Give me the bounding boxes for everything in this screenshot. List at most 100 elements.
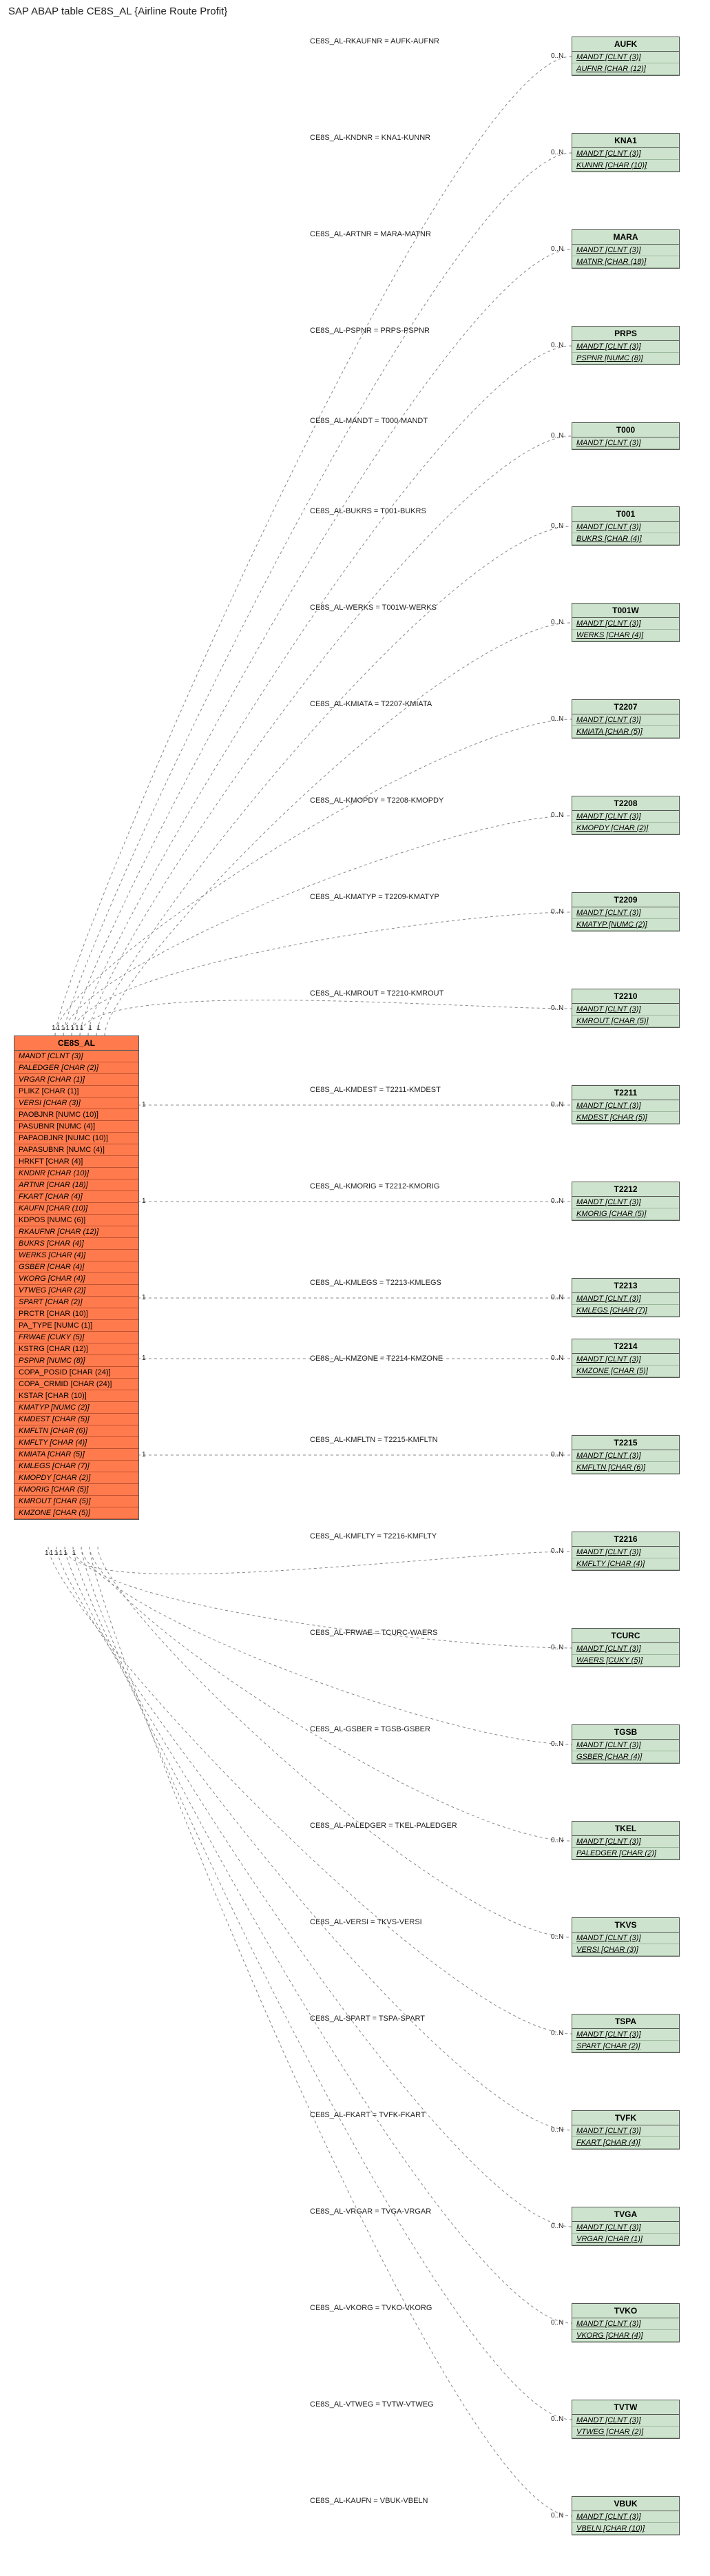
edge-label: CE8S_AL-VTWEG = TVTW-VTWEG — [310, 2400, 434, 2409]
left-cardinality-label: 1 — [142, 1354, 146, 1362]
main-table-row: KMFLTY [CHAR (4)] — [14, 1437, 138, 1449]
ref-table-row: KUNNR [CHAR (10)] — [572, 160, 679, 172]
edge-label: CE8S_AL-SPART = TSPA-SPART — [310, 2015, 425, 2023]
main-table-row: KMLEGS [CHAR (7)] — [14, 1461, 138, 1472]
edge-label: CE8S_AL-KNDNR = KNA1-KUNNR — [310, 134, 430, 142]
edge-label: CE8S_AL-VRGAR = TVGA-VRGAR — [310, 2207, 431, 2216]
main-table-row: FKART [CHAR (4)] — [14, 1191, 138, 1203]
ref-table: MARAMANDT [CLNT (3)]MATNR [CHAR (18)] — [572, 229, 680, 269]
ref-table-row: MANDT [CLNT (3)] — [572, 1836, 679, 1848]
ref-table-header: TCURC — [572, 1629, 679, 1643]
ref-table-header: TKVS — [572, 1918, 679, 1933]
main-table-row: KMATYP [NUMC (2)] — [14, 1402, 138, 1414]
ref-table-header: MARA — [572, 230, 679, 245]
ref-table-header: T2209 — [572, 893, 679, 907]
main-table-row: RKAUFNR [CHAR (12)] — [14, 1226, 138, 1238]
ref-table-header: TKEL — [572, 1822, 679, 1836]
ref-table-row: MANDT [CLNT (3)] — [572, 437, 679, 449]
ref-table-row: BUKRS [CHAR (4)] — [572, 533, 679, 545]
ref-table-row: MANDT [CLNT (3)] — [572, 811, 679, 823]
main-table-row: KMZONE [CHAR (5)] — [14, 1507, 138, 1519]
cardinality-label: 0..N — [551, 52, 563, 60]
ref-table: T2216MANDT [CLNT (3)]KMFLTY [CHAR (4)] — [572, 1532, 680, 1571]
cardinality-label: 0..N — [551, 2319, 563, 2327]
cardinality-label: 0..N — [551, 619, 563, 626]
ref-table: TKELMANDT [CLNT (3)]PALEDGER [CHAR (2)] — [572, 1821, 680, 1860]
main-table-row: KMDEST [CHAR (5)] — [14, 1414, 138, 1425]
ref-table-row: MANDT [CLNT (3)] — [572, 1293, 679, 1305]
ref-table-row: MANDT [CLNT (3)] — [572, 341, 679, 353]
edge-label: CE8S_AL-KMIATA = T2207-KMIATA — [310, 700, 432, 708]
main-table-row: KDPOS [NUMC (6)] — [14, 1215, 138, 1226]
ref-table-row: MANDT [CLNT (3)] — [572, 1100, 679, 1112]
ref-table-row: MANDT [CLNT (3)] — [572, 1197, 679, 1208]
ref-table-row: WERKS [CHAR (4)] — [572, 630, 679, 641]
diagram-canvas: CE8S_ALMANDT [CLNT (3)]PALEDGER [CHAR (2… — [0, 23, 710, 2564]
ref-table: TVFKMANDT [CLNT (3)]FKART [CHAR (4)] — [572, 2110, 680, 2150]
ref-table: T2207MANDT [CLNT (3)]KMIATA [CHAR (5)] — [572, 699, 680, 739]
ref-table: T2211MANDT [CLNT (3)]KMDEST [CHAR (5)] — [572, 1085, 680, 1124]
cardinality-label: 0..N — [551, 1101, 563, 1109]
ref-table-header: TSPA — [572, 2015, 679, 2029]
main-table-row: PAPASUBNR [NUMC (4)] — [14, 1144, 138, 1156]
ref-table-row: MANDT [CLNT (3)] — [572, 1547, 679, 1558]
ref-table-row: VBELN [CHAR (10)] — [572, 2523, 679, 2535]
ref-table-header: TVFK — [572, 2111, 679, 2125]
ref-table-row: MANDT [CLNT (3)] — [572, 2318, 679, 2330]
main-table-row: KAUFN [CHAR (10)] — [14, 1203, 138, 1215]
ref-table-row: GSBER [CHAR (4)] — [572, 1751, 679, 1763]
ref-table-row: VKORG [CHAR (4)] — [572, 2330, 679, 2342]
ref-table: TGSBMANDT [CLNT (3)]GSBER [CHAR (4)] — [572, 1724, 680, 1764]
main-table-row: ARTNR [CHAR (18)] — [14, 1179, 138, 1191]
ref-table-header: T2215 — [572, 1436, 679, 1450]
ref-table: T2213MANDT [CLNT (3)]KMLEGS [CHAR (7)] — [572, 1278, 680, 1317]
cardinality-label: 0..N — [551, 812, 563, 819]
edge-label: CE8S_AL-KMFLTY = T2216-KMFLTY — [310, 1532, 437, 1541]
main-table-row: SPART [CHAR (2)] — [14, 1297, 138, 1308]
ref-table: TVTWMANDT [CLNT (3)]VTWEG [CHAR (2)] — [572, 2400, 680, 2439]
ref-table-row: KMIATA [CHAR (5)] — [572, 726, 679, 738]
edge-label: CE8S_AL-KMROUT = T2210-KMROUT — [310, 989, 443, 998]
main-table-row: WERKS [CHAR (4)] — [14, 1250, 138, 1261]
ref-table-row: KMFLTY [CHAR (4)] — [572, 1558, 679, 1570]
ref-table-row: MANDT [CLNT (3)] — [572, 2029, 679, 2041]
ref-table-row: MANDT [CLNT (3)] — [572, 1643, 679, 1655]
edge-label: CE8S_AL-KMZONE = T2214-KMZONE — [310, 1354, 443, 1363]
cardinality-label: 0..N — [551, 149, 563, 156]
ref-table-row: AUFNR [CHAR (12)] — [572, 63, 679, 75]
ref-table: TVKOMANDT [CLNT (3)]VKORG [CHAR (4)] — [572, 2303, 680, 2342]
ref-table: T2209MANDT [CLNT (3)]KMATYP [NUMC (2)] — [572, 892, 680, 931]
main-table-row: KMFLTN [CHAR (6)] — [14, 1425, 138, 1437]
cardinality-label: 0..N — [551, 2126, 563, 2134]
ref-table-row: WAERS [CUKY (5)] — [572, 1655, 679, 1667]
ref-table-header: T2208 — [572, 796, 679, 811]
edge-label: CE8S_AL-PALEDGER = TKEL-PALEDGER — [310, 1822, 457, 1830]
edge-label: CE8S_AL-KMATYP = T2209-KMATYP — [310, 893, 439, 901]
edge-label: CE8S_AL-KMORIG = T2212-KMORIG — [310, 1182, 439, 1191]
cardinality-label: 0..N — [551, 432, 563, 440]
ref-table-row: KMZONE [CHAR (5)] — [572, 1366, 679, 1377]
main-table-row: PLIKZ [CHAR (1)] — [14, 1086, 138, 1098]
main-table-row: PSPNR [NUMC (8)] — [14, 1355, 138, 1367]
left-cardinality-label: 1 — [142, 1101, 146, 1109]
main-table-row: MANDT [CLNT (3)] — [14, 1051, 138, 1062]
ref-table-header: VBUK — [572, 2497, 679, 2511]
main-table-row: KSTAR [CHAR (10)] — [14, 1390, 138, 1402]
ref-table-row: MANDT [CLNT (3)] — [572, 148, 679, 160]
main-table-row: PA_TYPE [NUMC (1)] — [14, 1320, 138, 1332]
ref-table-row: KMFLTN [CHAR (6)] — [572, 1462, 679, 1474]
edge-label: CE8S_AL-BUKRS = T001-BUKRS — [310, 507, 426, 515]
ref-table-row: PSPNR [NUMC (8)] — [572, 353, 679, 364]
ref-table: KNA1MANDT [CLNT (3)]KUNNR [CHAR (10)] — [572, 133, 680, 172]
ref-table: T2210MANDT [CLNT (3)]KMROUT [CHAR (5)] — [572, 989, 680, 1028]
ref-table-header: T000 — [572, 423, 679, 437]
ref-table-row: MANDT [CLNT (3)] — [572, 1740, 679, 1751]
ref-table-header: T2213 — [572, 1279, 679, 1293]
ref-table-row: VERSI [CHAR (3)] — [572, 1944, 679, 1956]
cardinality-label: 0..N — [551, 908, 563, 916]
edge-label: CE8S_AL-PSPNR = PRPS-PSPNR — [310, 327, 430, 335]
ref-table-header: T001W — [572, 604, 679, 618]
cardinality-label: 0..N — [551, 1547, 563, 1555]
edge-label: CE8S_AL-GSBER = TGSB-GSBER — [310, 1725, 430, 1733]
ref-table-row: MATNR [CHAR (18)] — [572, 256, 679, 268]
